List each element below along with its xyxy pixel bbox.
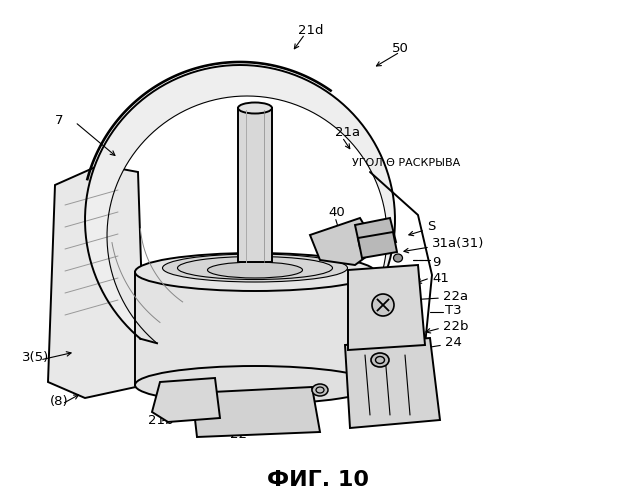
Ellipse shape [238,102,272,114]
Polygon shape [310,218,378,265]
Polygon shape [135,272,375,385]
Polygon shape [345,338,440,428]
Polygon shape [358,232,397,258]
Text: УГОЛ Θ РАСКРЫВА: УГОЛ Θ РАСКРЫВА [352,158,460,168]
Text: ФИГ. 10: ФИГ. 10 [267,470,369,490]
Text: 22b: 22b [443,320,469,332]
Text: (8): (8) [50,396,69,408]
Ellipse shape [371,353,389,367]
Polygon shape [355,218,396,248]
Text: 31a(31): 31a(31) [432,236,485,250]
Polygon shape [192,387,320,437]
Ellipse shape [394,254,403,262]
Polygon shape [48,165,145,398]
Text: 9: 9 [432,256,440,270]
Text: 41: 41 [432,272,449,284]
Text: 22a: 22a [443,290,468,302]
Text: T3: T3 [445,304,462,318]
Polygon shape [348,285,422,355]
Text: 21d: 21d [298,24,324,36]
Text: 21a: 21a [335,126,360,140]
Ellipse shape [135,253,375,291]
Ellipse shape [135,366,375,404]
Text: 50: 50 [392,42,409,54]
Text: 21b: 21b [148,414,174,426]
Text: 40: 40 [328,206,345,220]
Text: 24: 24 [445,336,462,349]
Ellipse shape [372,294,394,316]
Text: 22: 22 [230,428,247,442]
Ellipse shape [312,384,328,396]
Ellipse shape [163,254,347,282]
Text: 3(5): 3(5) [22,352,49,364]
Polygon shape [152,378,220,422]
Ellipse shape [207,262,303,278]
Text: 8b(8): 8b(8) [370,414,406,426]
Polygon shape [348,265,425,350]
Text: 7: 7 [55,114,64,126]
Polygon shape [85,65,395,343]
Text: 40a: 40a [368,220,393,232]
Polygon shape [238,108,272,262]
Text: S: S [427,220,436,232]
